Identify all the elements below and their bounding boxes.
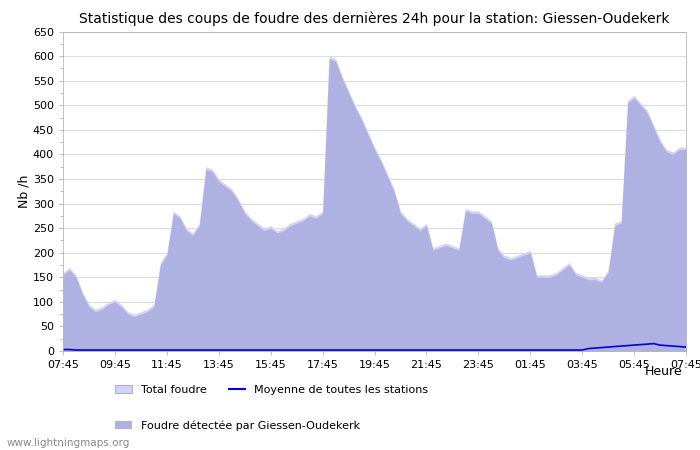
Legend: Foudre détectée par Giessen-Oudekerk: Foudre détectée par Giessen-Oudekerk bbox=[111, 416, 364, 436]
Title: Statistique des coups de foudre des dernières 24h pour la station: Giessen-Oudek: Statistique des coups de foudre des dern… bbox=[79, 12, 670, 26]
Legend: Total foudre, Moyenne de toutes les stations: Total foudre, Moyenne de toutes les stat… bbox=[111, 380, 433, 400]
Text: Heure: Heure bbox=[645, 365, 682, 378]
Text: www.lightningmaps.org: www.lightningmaps.org bbox=[7, 438, 130, 448]
Y-axis label: Nb /h: Nb /h bbox=[17, 175, 30, 208]
